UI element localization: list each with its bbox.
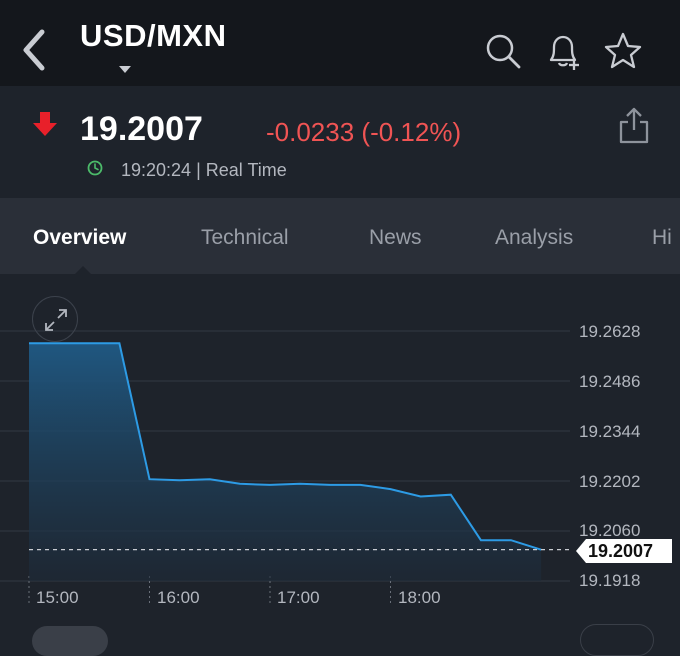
clock-icon [87,160,103,176]
tab-analysis[interactable]: Analysis [495,226,574,249]
mexico-flag-icon [80,62,99,81]
search-icon[interactable] [482,30,524,72]
expand-icon [45,309,67,331]
tab-technical[interactable]: Technical [201,226,289,249]
x-tick-label: 17:00 [277,588,320,607]
y-tick-label: 19.1918 [579,571,641,590]
x-tick-label: 16:00 [157,588,200,607]
expand-chart-button[interactable] [32,296,78,342]
price-chart[interactable] [0,274,680,614]
price-area-fill [29,343,542,581]
y-tick-label: 19.2060 [579,521,641,540]
price-line [29,342,542,551]
timeframe-pill[interactable] [32,626,108,656]
quote-timestamp: 19:20:24 | Real Time [121,160,287,180]
tab-news[interactable]: News [369,226,422,249]
active-tab-indicator [74,266,92,275]
down-arrow-icon [33,112,57,136]
star-icon[interactable] [602,30,644,72]
current-price-value: 19.2007 [588,541,654,561]
y-tick-label: 19.2344 [579,422,641,441]
y-tick-label: 19.2628 [579,322,641,341]
current-price: 19.2007 [80,110,203,148]
tab-overview[interactable]: Overview [33,226,127,249]
instrument-title: USD/MXN [80,18,227,53]
price-change: -0.0233 (-0.12%) [266,117,462,147]
y-tick-label: 19.2486 [579,372,641,391]
top-bar [0,0,680,86]
quote-panel [0,86,680,198]
x-tick-label: 18:00 [398,588,441,607]
bell-plus-icon[interactable] [542,30,584,72]
chart-type-pill[interactable] [580,624,654,656]
back-chevron-icon[interactable] [14,26,54,74]
share-icon[interactable] [616,104,652,148]
y-tick-label: 19.2202 [579,472,641,491]
tab-bar [0,198,680,274]
current-price-label: 19.2007 [576,538,672,564]
chevron-down-icon[interactable] [117,63,133,75]
tab-history[interactable]: Hi [652,226,672,249]
x-tick-label: 15:00 [36,588,79,607]
